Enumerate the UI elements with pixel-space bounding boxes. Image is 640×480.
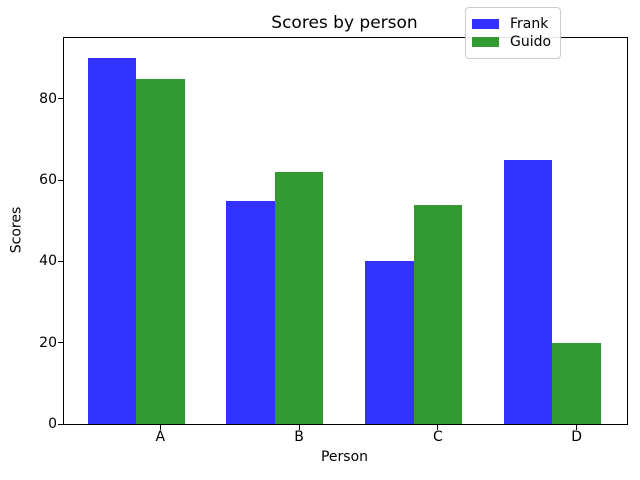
y-tick-label: 40 [39,253,57,270]
x-tick-label: C [432,429,443,445]
y-tick-label: 20 [39,334,57,351]
legend-label: Guido [510,34,552,50]
y-tick-label: 0 [48,416,57,432]
chart-title: Scores by person [271,13,418,33]
legend-item-guido: Guido [472,34,551,50]
y-tick-mark [58,423,63,425]
bar-guido-A [136,78,185,424]
y-tick-label: 60 [39,172,57,189]
x-tick-label: D [571,429,583,445]
legend: Frank Guido [465,7,562,59]
x-tick-label: B [294,429,304,445]
x-axis-label: Person [320,449,369,465]
x-tick-mark [298,425,300,430]
x-tick-mark [576,425,578,430]
y-tick-mark [58,260,63,262]
x-tick-mark [437,425,439,430]
x-tick-label: A [155,429,166,445]
legend-label: Frank [510,16,549,32]
y-tick-mark [58,342,63,344]
legend-swatch-icon [472,19,499,29]
x-tick-mark [159,425,161,430]
bar-guido-B [274,172,324,424]
y-axis-label: Scores [8,206,25,254]
y-tick-label: 80 [39,90,57,107]
bar-guido-C [413,204,463,424]
bar-frank-C [365,261,414,424]
bar-frank-B [226,200,275,424]
legend-item-frank: Frank [472,16,551,32]
bar-frank-A [87,58,136,424]
bar-frank-D [503,159,553,424]
legend-swatch-icon [472,37,499,47]
y-tick-mark [58,179,63,181]
y-tick-mark [58,98,63,100]
bar-guido-D [552,342,601,424]
plot-area: 0 20 40 60 80 A B C D [39,37,628,444]
